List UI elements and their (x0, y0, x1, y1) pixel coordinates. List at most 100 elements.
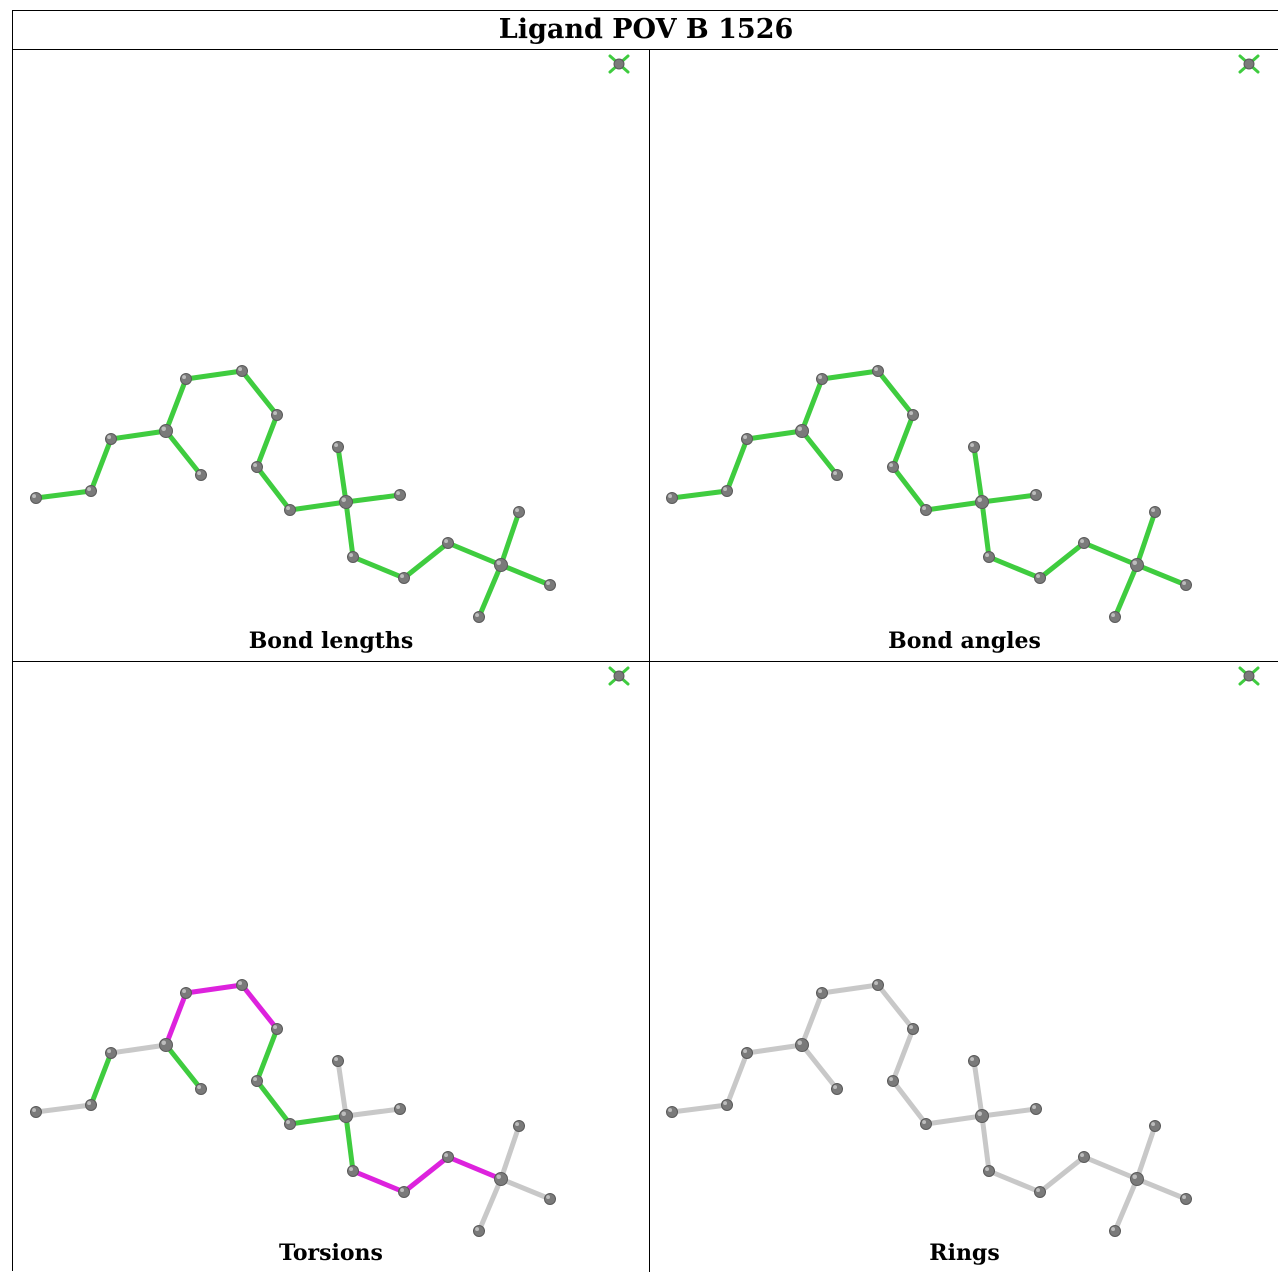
atom-highlight (161, 426, 166, 431)
orientation-axes-icon (610, 56, 628, 72)
axis-center (614, 59, 624, 69)
atom (272, 1024, 283, 1035)
atom-highlight (1151, 508, 1155, 512)
bond (802, 431, 837, 475)
bond (501, 512, 519, 565)
atom-highlight (977, 497, 982, 502)
bond (346, 1109, 400, 1116)
atom (86, 1100, 97, 1111)
atom-highlight (909, 1025, 913, 1029)
atom-highlight (909, 411, 913, 415)
atom (106, 1048, 117, 1059)
bond (1084, 543, 1137, 565)
axis-center (1244, 671, 1254, 681)
bond (878, 371, 913, 415)
molecule-view-bond-lengths (13, 50, 649, 661)
atom (399, 573, 410, 584)
atom-highlight (723, 1101, 727, 1105)
atom-highlight (182, 375, 186, 379)
atom-highlight (1111, 1227, 1115, 1231)
bond (1040, 543, 1084, 578)
atom (31, 493, 42, 504)
atom-highlight (970, 1057, 974, 1061)
atom-highlight (743, 1049, 747, 1053)
bond (893, 1081, 926, 1124)
atom (817, 374, 828, 385)
atom (1035, 573, 1046, 584)
atom-highlight (985, 1167, 989, 1171)
bond (346, 502, 353, 557)
atom-highlight (668, 494, 672, 498)
atom (969, 442, 980, 453)
bond (257, 1029, 277, 1081)
caption-torsions: Torsions (13, 1240, 649, 1266)
atom-highlight (515, 1122, 519, 1126)
bond (257, 467, 290, 510)
caption-bond-angles: Bond angles (650, 628, 1278, 654)
atom (106, 434, 117, 445)
atom (348, 1166, 359, 1177)
atom (796, 1039, 809, 1052)
bond (1084, 1157, 1137, 1179)
atom-highlight (1151, 1122, 1155, 1126)
atom-highlight (87, 487, 91, 491)
molecule (667, 980, 1192, 1237)
atom-highlight (475, 613, 479, 617)
atom (237, 980, 248, 991)
atom-highlight (238, 981, 242, 985)
bond (166, 379, 186, 431)
atom-highlight (334, 443, 338, 447)
atom-highlight (1111, 613, 1115, 617)
atom (1131, 1173, 1144, 1186)
bond (346, 495, 400, 502)
atom (832, 1084, 843, 1095)
atom-highlight (818, 989, 822, 993)
bond (982, 1109, 1036, 1116)
atom-highlight (400, 574, 404, 578)
atom-highlight (107, 435, 111, 439)
bond (166, 431, 201, 475)
bond (479, 1179, 501, 1231)
atom-highlight (743, 435, 747, 439)
atom (1131, 559, 1144, 572)
bond (727, 439, 747, 491)
atom-highlight (1032, 1105, 1036, 1109)
atom (181, 988, 192, 999)
axis-center (1244, 59, 1254, 69)
atom (832, 470, 843, 481)
bond (982, 495, 1036, 502)
bond (353, 557, 404, 578)
bond (242, 371, 277, 415)
caption-bond-lengths: Bond lengths (13, 628, 649, 654)
atom (873, 980, 884, 991)
atom-highlight (341, 1111, 346, 1116)
atom-highlight (1182, 581, 1186, 585)
atom (888, 1076, 899, 1087)
bond (91, 1053, 111, 1105)
bond (893, 1029, 913, 1081)
atom-highlight (668, 1108, 672, 1112)
atom-highlight (273, 411, 277, 415)
atom (1079, 538, 1090, 549)
orientation-axes-icon (1240, 56, 1258, 72)
bond (448, 1157, 501, 1179)
atom-highlight (341, 497, 346, 502)
bond (290, 502, 346, 510)
atom-highlight (970, 443, 974, 447)
atom (474, 612, 485, 623)
atom (976, 496, 989, 509)
atom-highlight (889, 463, 893, 467)
bond (111, 1045, 166, 1053)
atom-highlight (515, 508, 519, 512)
atom (1031, 490, 1042, 501)
atom-highlight (1132, 1174, 1137, 1179)
atom (545, 1194, 556, 1205)
atom (1110, 612, 1121, 623)
bond (822, 371, 878, 379)
atom-highlight (396, 1105, 400, 1109)
atom-highlight (546, 1195, 550, 1199)
atom (340, 1110, 353, 1123)
atom (196, 470, 207, 481)
atom (86, 486, 97, 497)
bond (989, 1171, 1040, 1192)
